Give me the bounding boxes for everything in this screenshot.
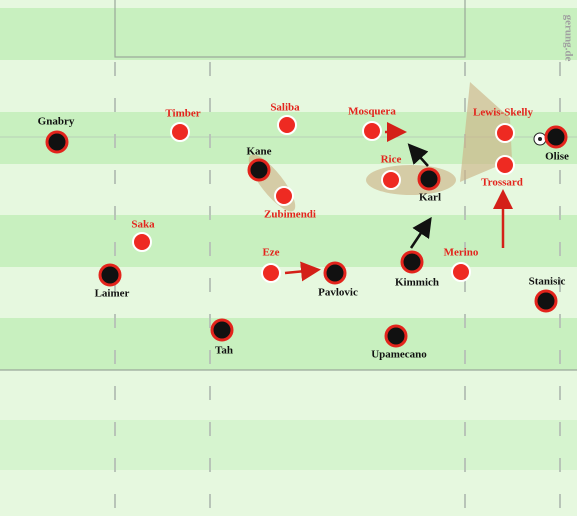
black-player xyxy=(45,130,69,154)
player-label: Kane xyxy=(246,146,271,158)
player-label: Kimmich xyxy=(395,277,439,289)
watermark: gerung.de xyxy=(562,15,574,62)
red-player xyxy=(451,262,471,282)
player-label: Zubimendi xyxy=(264,209,316,221)
player-label: Saka xyxy=(131,219,155,231)
red-player xyxy=(362,121,382,141)
black-player xyxy=(534,289,558,313)
black-player xyxy=(384,324,408,348)
black-player xyxy=(400,250,424,274)
player-label: Upamecano xyxy=(371,349,427,361)
black-player xyxy=(210,318,234,342)
ball xyxy=(533,132,547,146)
red-player xyxy=(277,115,297,135)
player-label: Lewis-Skelly xyxy=(473,107,533,119)
player-label: Tah xyxy=(215,345,233,357)
red-player xyxy=(261,263,281,283)
player-label: Karl xyxy=(419,192,441,204)
player-label: Pavlovic xyxy=(318,287,358,299)
black-player xyxy=(323,261,347,285)
player-label: Stanisic xyxy=(529,276,566,288)
black-player xyxy=(98,263,122,287)
player-label: Saliba xyxy=(270,102,300,114)
player-label: Eze xyxy=(262,247,279,259)
player-label: Laimer xyxy=(95,288,130,300)
player-label: Mosquera xyxy=(348,106,396,118)
red-player xyxy=(381,170,401,190)
player-label: Trossard xyxy=(481,177,523,189)
red-player xyxy=(495,155,515,175)
red-player xyxy=(495,123,515,143)
red-player xyxy=(274,186,294,206)
player-label: Rice xyxy=(381,154,402,166)
red-player xyxy=(170,122,190,142)
red-player xyxy=(132,232,152,252)
arrows xyxy=(284,122,513,282)
player-label: Gnabry xyxy=(38,116,75,128)
black-player xyxy=(247,158,271,182)
black-player xyxy=(417,167,441,191)
black-player xyxy=(544,125,568,149)
player-label: Timber xyxy=(165,108,200,120)
player-label: Merino xyxy=(444,247,479,259)
player-label: Olise xyxy=(545,151,569,163)
